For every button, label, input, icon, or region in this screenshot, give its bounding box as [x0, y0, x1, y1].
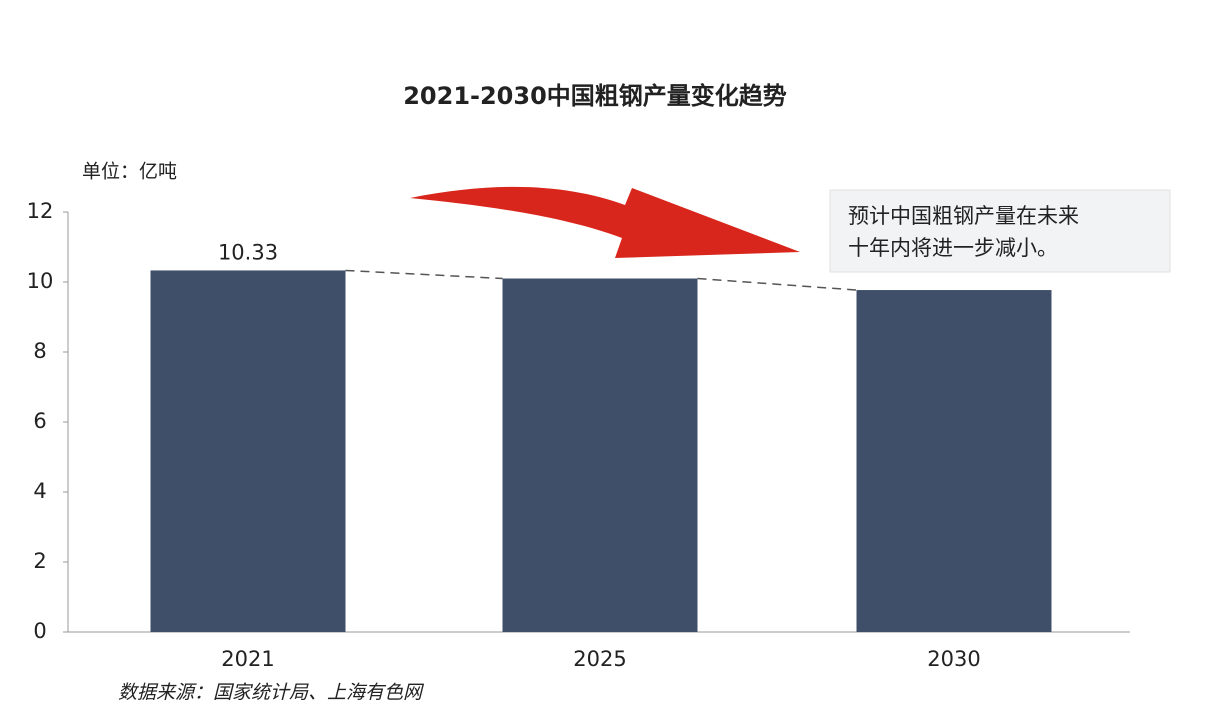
y-tick-label: 6: [33, 409, 46, 433]
y-tick-label: 10: [27, 269, 54, 293]
bar: [856, 290, 1052, 632]
bar: [502, 278, 698, 632]
source-note: 数据来源：国家统计局、上海有色网: [118, 682, 425, 704]
trend-line: [697, 277, 857, 291]
unit-label: 单位：亿吨: [82, 161, 177, 183]
y-tick-label: 4: [33, 479, 46, 503]
y-tick-label: 8: [33, 339, 46, 363]
x-tick-label: 2025: [573, 647, 626, 671]
annotation-line: 预计中国粗钢产量在未来: [848, 204, 1079, 228]
bar: [150, 270, 346, 632]
annotation-box: [829, 189, 1171, 273]
x-tick-label: 2021: [221, 647, 274, 671]
y-tick-label: 12: [27, 199, 54, 223]
trend-line: [345, 269, 503, 280]
y-tick-label: 0: [33, 619, 46, 643]
trend-arrow: [410, 186, 800, 258]
chart-title: 2021-2030中国粗钢产量变化趋势: [403, 82, 787, 110]
data-label: 10.33: [218, 240, 278, 264]
y-tick-label: 2: [33, 549, 46, 573]
x-tick-label: 2030: [927, 647, 980, 671]
annotation-line: 十年内将进一步减小。: [848, 236, 1058, 260]
